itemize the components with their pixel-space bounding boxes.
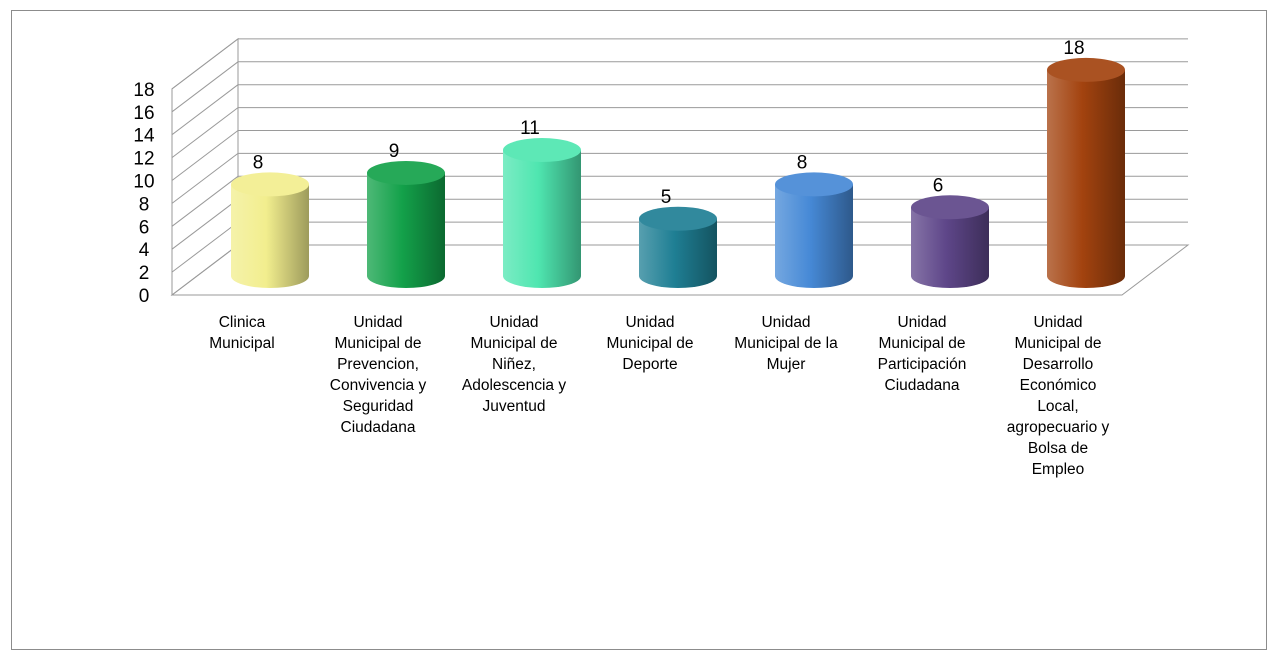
y-tick-label: 18 (133, 80, 154, 101)
bar (1047, 57, 1125, 289)
data-label: 8 (253, 152, 264, 173)
x-tick-label: Unidad Municipal de Niñez, Adolescencia … (461, 314, 567, 415)
bar-top (775, 172, 853, 197)
x-tick-label: Unidad Municipal de Deporte (606, 314, 694, 373)
x-tick-label: Unidad Municipal de Prevencion, Conviven… (329, 314, 427, 436)
data-label: 5 (661, 187, 672, 208)
data-label: 6 (933, 175, 944, 196)
gridline-side (171, 244, 239, 296)
gridline-side (171, 198, 239, 250)
bar (231, 172, 309, 288)
gridline-side (171, 221, 239, 273)
bar-body (231, 184, 309, 288)
x-tick-label: Unidad Municipal de Desarrollo Económico… (1006, 314, 1110, 478)
y-tick-label: 12 (133, 149, 154, 170)
bar (503, 138, 581, 288)
x-tick-label: Unidad Municipal de la Mujer (734, 314, 838, 373)
data-label: 9 (389, 141, 400, 162)
x-tick-label: Clinica Municipal (209, 314, 275, 352)
gridline-side (171, 61, 239, 113)
bar-top (1047, 57, 1125, 82)
bar-top (231, 172, 309, 197)
y-tick-label: 2 (139, 263, 150, 284)
y-tick-label: 16 (133, 103, 154, 124)
data-label: 8 (797, 152, 808, 173)
bar (775, 172, 853, 288)
bar-body (367, 172, 445, 288)
gridline-side (171, 107, 239, 158)
bar-top (639, 206, 717, 231)
bar (639, 206, 717, 288)
bar (367, 160, 445, 288)
bar-top (911, 195, 989, 220)
x-tick-label: Unidad Municipal de Participación Ciudad… (877, 314, 967, 394)
bar (911, 195, 989, 288)
data-label: 11 (520, 118, 540, 139)
gridline-side (171, 84, 239, 136)
gridline-side (171, 38, 239, 90)
y-tick-label: 8 (139, 194, 150, 215)
y-tick-label: 0 (139, 286, 150, 307)
data-label: 18 (1063, 38, 1084, 59)
bar-body (1047, 69, 1125, 289)
bar-top (367, 160, 445, 185)
bar-body (639, 218, 717, 288)
bar-body (775, 184, 853, 288)
gridline-side (171, 130, 239, 181)
y-tick-label: 6 (139, 217, 150, 238)
data-labels: 8 9 11 5 8 6 18 (253, 38, 1085, 208)
bar-body (503, 150, 581, 288)
y-tick-label: 10 (133, 172, 154, 193)
gridline-side (171, 175, 239, 227)
y-tick-label: 4 (139, 240, 150, 261)
bar-body (911, 207, 989, 288)
bars (231, 57, 1125, 289)
y-tick-label: 14 (133, 126, 155, 147)
gridline-side (171, 153, 239, 204)
bar-top (503, 138, 581, 163)
